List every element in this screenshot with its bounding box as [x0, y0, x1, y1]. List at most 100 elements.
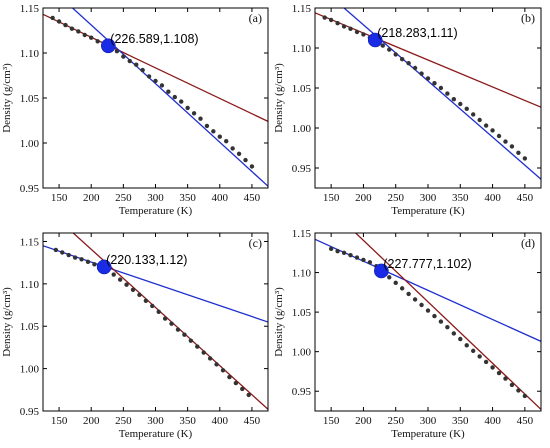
y-tick-label: 1.15 [292, 228, 312, 240]
intersection-marker [374, 263, 389, 279]
panel-a: 150 200 250 300 350 400 450 0.95 1.00 1.05 1.10 1.1… [1, 3, 269, 217]
data-point [490, 365, 495, 370]
data-point [522, 393, 528, 399]
x-tick-label: 350 [452, 415, 469, 427]
x-axis-title: Temperature (K) [119, 428, 193, 440]
data-point [240, 386, 245, 392]
data-point [224, 139, 229, 144]
data-point [328, 17, 334, 23]
intersection-label: (226.589,1.108) [110, 32, 198, 46]
x-tick-label: 400 [212, 415, 229, 427]
y-tick-label: 1.05 [20, 321, 40, 333]
data-point [406, 61, 411, 66]
y-axis-title: Density (g/cm³) [273, 63, 285, 133]
data-point [361, 257, 366, 263]
x-axis-title: Temperature (K) [119, 205, 193, 217]
data-point [172, 94, 177, 100]
x-tick-label: 250 [115, 192, 132, 204]
plot-area [43, 233, 268, 411]
data-point [348, 26, 353, 31]
data-point [464, 106, 469, 112]
intersection-label: (220.133,1.12) [106, 253, 187, 267]
data-point [69, 26, 75, 31]
data-point [496, 370, 502, 376]
data-point [432, 313, 437, 319]
x-tick-label: 250 [387, 415, 404, 427]
data-point [246, 392, 251, 398]
plot-area [315, 8, 541, 188]
x-tick-label: 250 [115, 415, 132, 427]
x-tick-label: 200 [83, 415, 100, 427]
data-point [156, 309, 161, 315]
data-point [89, 35, 94, 40]
data-point [335, 248, 340, 254]
data-point [419, 71, 424, 76]
data-point [419, 302, 424, 308]
data-point [201, 350, 206, 355]
intersection-marker [367, 32, 383, 48]
data-point [438, 319, 444, 324]
plot-area [43, 8, 268, 188]
x-tick-label: 400 [484, 415, 501, 427]
panel-c: 150 200 250 300 350 400 450 0.95 1.00 1.05 1.10 1.1… [1, 232, 269, 440]
data-point [425, 76, 431, 81]
fit-line-blue [72, 8, 268, 187]
data-point [393, 280, 398, 286]
data-point [153, 78, 158, 84]
data-point [341, 24, 347, 29]
data-point [72, 255, 78, 260]
data-point [387, 275, 392, 280]
x-tick-label: 300 [420, 192, 437, 204]
data-point [188, 338, 194, 343]
data-point [348, 252, 353, 258]
data-point [361, 32, 366, 37]
data-point [236, 151, 242, 156]
panel-label: (d) [521, 236, 535, 250]
data-point [412, 297, 418, 302]
y-tick-label: 1.00 [20, 138, 40, 150]
data-point [191, 111, 197, 116]
x-tick-label: 150 [323, 415, 340, 427]
x-tick-label: 300 [420, 415, 437, 427]
x-tick-label: 350 [179, 415, 196, 427]
y-tick-label: 1.15 [20, 236, 40, 248]
panel-d: 150 200 250 300 350 400 450 0.95 1.00 1.05 1.10 1.1… [273, 228, 542, 440]
data-point [432, 81, 437, 86]
fit-line-red [43, 13, 268, 122]
data-point [406, 291, 411, 297]
data-point [367, 260, 373, 265]
x-tick-label: 300 [147, 415, 164, 427]
data-point [503, 376, 508, 381]
x-tick-label: 450 [517, 415, 534, 427]
x-tick-label: 150 [323, 192, 340, 204]
data-point [214, 362, 219, 367]
y-tick-label: 1.05 [20, 93, 40, 105]
data-point [146, 74, 152, 79]
data-point [425, 308, 431, 313]
data-point [387, 47, 392, 52]
intersection-marker [101, 38, 116, 54]
y-tick-label: 0.95 [292, 386, 312, 398]
data-point [217, 134, 222, 139]
y-tick-label: 1.10 [20, 48, 40, 60]
data-point [233, 380, 239, 386]
data-point [445, 324, 450, 330]
data-point [127, 58, 132, 64]
data-point [207, 356, 213, 361]
data-point [509, 382, 515, 388]
panel-label: (a) [249, 11, 262, 25]
data-point [335, 21, 340, 26]
data-point [412, 65, 418, 71]
x-tick-label: 450 [244, 415, 261, 427]
x-tick-label: 300 [147, 192, 164, 204]
data-point [399, 286, 405, 291]
data-point [451, 331, 457, 336]
data-point [243, 157, 248, 163]
data-point [322, 15, 327, 20]
data-point [82, 32, 87, 38]
plot-area [315, 233, 541, 411]
data-point [92, 262, 97, 267]
data-point [490, 128, 495, 133]
x-tick-label: 350 [179, 192, 196, 204]
